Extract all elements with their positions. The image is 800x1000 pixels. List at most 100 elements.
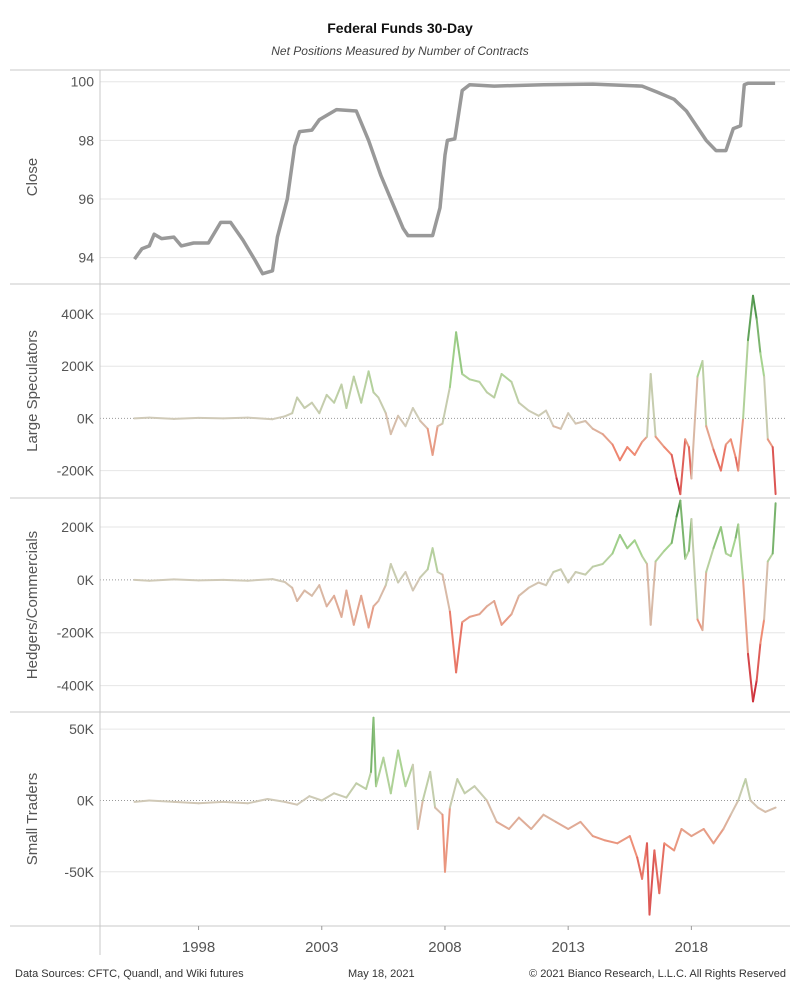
series-segment-hedgers: [441, 573, 451, 613]
series-segment-hedgers: [584, 565, 594, 576]
series-segment-small: [517, 816, 533, 830]
series-segment-hedgers: [742, 578, 749, 655]
series-segment-hedgers: [367, 605, 375, 629]
series-segment-hedgers: [404, 571, 414, 592]
series-segment-hedgers: [737, 523, 745, 581]
series-segment-large_spec: [763, 375, 769, 441]
y-tick-label-close: 100: [71, 74, 95, 90]
series-segment-hedgers: [763, 560, 769, 621]
series-segment-hedgers: [360, 594, 370, 629]
series-segment-hedgers: [310, 584, 321, 597]
series-segment-small: [641, 842, 648, 880]
series-segment-small: [604, 839, 619, 845]
series-segment-large_spec: [649, 373, 657, 438]
y-tick-label-large_spec: 0K: [77, 410, 95, 426]
series-segment-small: [628, 835, 639, 859]
series-segment-large_spec: [493, 373, 503, 399]
series-segment-large_spec: [448, 331, 458, 389]
series-segment-large_spec: [737, 417, 745, 472]
series-segment-small: [473, 785, 488, 802]
series-segment-hedgers: [333, 594, 343, 618]
series-segment-hedgers: [461, 615, 471, 624]
series-segment-large_spec: [389, 414, 400, 436]
series-segment-large_spec: [771, 446, 777, 496]
series-segment-small: [416, 799, 424, 830]
y-tick-label-hedgers: -200K: [57, 625, 95, 641]
series-segment-small: [283, 800, 299, 806]
series-segment-hedgers: [296, 589, 306, 602]
series-segment-hedgers: [559, 568, 570, 584]
series-segment-small: [172, 800, 200, 805]
series-segment-hedgers: [133, 578, 151, 582]
series-segment-small: [673, 828, 683, 852]
series-segment-large_spec: [537, 409, 547, 417]
series-segment-large_spec: [271, 415, 286, 421]
series-segment-hedgers: [246, 578, 274, 582]
series-segment-small: [756, 806, 767, 813]
series-segment-small: [680, 828, 693, 838]
series-segment-large_spec: [148, 416, 175, 420]
series-segment-small: [722, 813, 732, 830]
y-tick-label-close: 94: [78, 250, 94, 266]
series-segment-large_spec: [426, 427, 434, 456]
series-segment-large_spec: [712, 448, 722, 472]
series-segment-large_spec: [663, 446, 673, 456]
series-segment-large_spec: [633, 440, 644, 456]
y-tick-label-close: 96: [78, 191, 94, 207]
series-segment-hedgers: [626, 539, 636, 550]
series-segment-large_spec: [352, 375, 363, 404]
series-segment-hedgers: [545, 571, 555, 587]
series-segment-hedgers: [291, 586, 299, 602]
series-segment-hedgers: [397, 571, 407, 584]
series-segment-small: [411, 763, 419, 830]
y-tick-label-hedgers: -400K: [57, 678, 95, 694]
series-segment-small: [375, 756, 385, 788]
series-segment-small: [389, 749, 400, 795]
series-segment-small: [653, 849, 661, 895]
series-segment-hedgers: [679, 499, 687, 560]
series-segment-large_spec: [724, 438, 732, 446]
series-segment-large_spec: [601, 433, 614, 446]
series-segment-small: [646, 842, 651, 916]
series-segment-large_spec: [759, 352, 766, 378]
series-segment-large_spec: [455, 331, 464, 375]
series-segment-large_spec: [303, 401, 313, 409]
series-segment-hedgers: [574, 571, 587, 576]
series-segment-hedgers: [552, 568, 562, 573]
series-segment-large_spec: [397, 414, 407, 428]
y-axis-label-large_spec: Large Speculators: [24, 330, 41, 452]
series-segment-small: [658, 842, 666, 895]
series-segment-small: [690, 828, 705, 838]
series-segment-large_spec: [500, 373, 513, 383]
series-segment-large_spec: [729, 438, 737, 459]
series-segment-large_spec: [419, 420, 429, 430]
series-segment-small: [296, 795, 311, 806]
series-segment-large_spec: [246, 416, 274, 421]
series-segment-large_spec: [377, 396, 387, 415]
series-segment-large_spec: [719, 443, 727, 472]
series-segment-hedgers: [148, 578, 175, 582]
series-segment-hedgers: [345, 589, 355, 626]
series-segment-hedgers: [567, 571, 577, 584]
series-segment-hedgers: [646, 563, 652, 626]
series-segment-small: [749, 799, 759, 809]
series-segment-hedgers: [411, 576, 422, 592]
series-segment-large_spec: [747, 294, 754, 342]
series-segment-hedgers: [712, 526, 722, 550]
series-segment-large_spec: [545, 409, 555, 428]
series-segment-large_spec: [372, 391, 380, 399]
series-segment-large_spec: [618, 446, 629, 462]
series-segment-small: [456, 778, 466, 795]
report-date: May 18, 2021: [348, 968, 415, 980]
series-segment-hedgers: [663, 541, 673, 552]
series-segment-hedgers: [701, 571, 708, 632]
series-segment-hedgers: [448, 610, 458, 674]
series-segment-large_spec: [411, 407, 422, 422]
series-segment-large_spec: [684, 438, 690, 449]
series-segment-small: [702, 828, 715, 845]
series-segment-large_spec: [283, 412, 294, 418]
series-segment-small: [648, 849, 656, 916]
series-segment-hedgers: [654, 549, 666, 563]
series-segment-large_spec: [766, 438, 774, 449]
